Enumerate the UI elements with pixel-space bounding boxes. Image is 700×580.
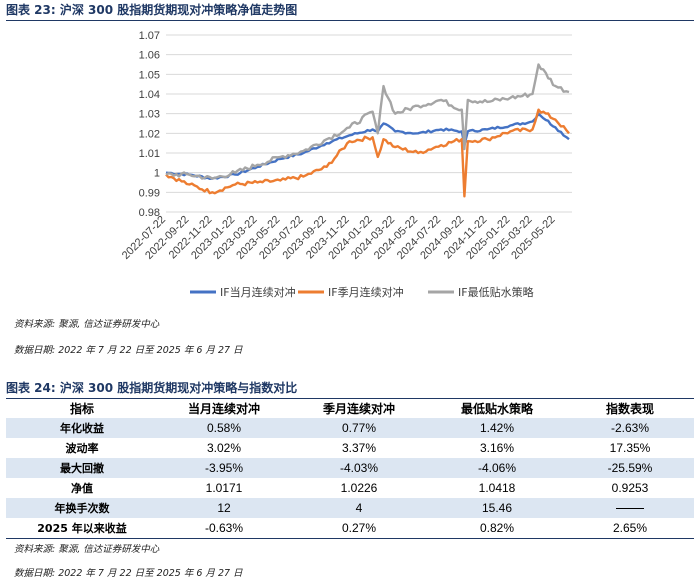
y-tick-label: 1.04: [139, 89, 160, 101]
dash-line: [616, 508, 644, 510]
table-cell: 1.0171: [205, 481, 243, 495]
figure-24-title: 图表 24: 沪深 300 股指期货期现对冲策略与指数对比: [6, 378, 694, 399]
row-label: 波动率: [65, 442, 99, 455]
figure-24-date-range: 数据日期: 2022 年 7 月 22 日至 2025 年 6 月 27 日: [14, 568, 243, 579]
table-row: 2025 年以来收益 -0.63% 0.27% 0.82% 2.65%: [6, 518, 694, 539]
table-cell: 15.46: [428, 498, 566, 518]
chart-series-lines: [165, 63, 570, 198]
table-cell: -25.59%: [566, 458, 694, 478]
series-line: [165, 108, 570, 198]
y-tick-label: 1.01: [139, 148, 160, 160]
y-tick-label: 1.06: [139, 50, 160, 62]
table-cell: 0.27%: [290, 518, 428, 539]
table-cell: -4.06%: [428, 458, 566, 478]
row-label: 净值: [71, 482, 93, 495]
table-cell: 3.02%: [206, 441, 242, 455]
table-cell: 3.37%: [341, 441, 377, 455]
figure-23-source: 资料来源: 聚源, 信达证券研发中心: [14, 319, 160, 330]
y-tick-label: 1: [154, 168, 160, 180]
x-axis-tick-labels: 2022-07-222022-09-222022-11-222023-01-22…: [120, 214, 558, 262]
table-row: 最大回撤 -3.95% -4.03% -4.06% -25.59%: [6, 458, 694, 478]
y-axis-tick-labels: 0.98 0.99 1 1.01 1.02 1.03 1.04 1.05 1.06 1.07: [139, 30, 160, 219]
table-cell: 0.58%: [158, 418, 290, 438]
table-row: 波动率 3.02% 3.37% 3.16% 17.35%: [6, 438, 694, 458]
table-header-row: 指标 当月连续对冲 季月连续对冲 最低贴水策略 指数表现: [6, 398, 694, 418]
y-tick-label: 1.02: [139, 128, 160, 140]
y-tick-label: 1.05: [139, 69, 160, 81]
legend-label: IF季月连续对冲: [328, 285, 404, 299]
legend-label: IF最低贴水策略: [458, 285, 534, 299]
y-tick-label: 1.03: [139, 109, 160, 121]
table-cell: -2.63%: [566, 418, 694, 438]
table-row: 净值 1.0171 1.0226 1.0418 0.9253: [6, 478, 694, 498]
table-cell: 1.0226: [340, 481, 378, 495]
table-cell: -0.63%: [158, 518, 290, 539]
figure-24-source: 资料来源: 聚源, 信达证券研发中心: [14, 544, 160, 555]
series-line: [165, 112, 570, 181]
legend-label: IF当月连续对冲: [220, 285, 296, 299]
row-label: 年换手次数: [6, 498, 158, 518]
table-cell-dash: [566, 498, 694, 518]
figure-23-title: 图表 23: 沪深 300 股指期货期现对冲策略净值走势图: [6, 0, 694, 21]
table-cell: 2.65%: [566, 518, 694, 539]
table-cell: 3.16%: [479, 441, 515, 455]
chart-gridlines: [166, 34, 572, 213]
y-tick-label: 0.98: [139, 207, 160, 219]
header-quarterly-hedge: 季月连续对冲: [322, 401, 395, 416]
row-label: 最大回撤: [6, 458, 158, 478]
row-label: 年化收益: [6, 418, 158, 438]
header-index: 指数表现: [605, 401, 654, 416]
row-label: 2025 年以来收益: [6, 518, 158, 539]
table-cell: 4: [290, 498, 428, 518]
table-cell: 0.77%: [290, 418, 428, 438]
series-line: [165, 63, 570, 180]
table-cell: 1.42%: [428, 418, 566, 438]
table-cell: 0.82%: [428, 518, 566, 539]
table-cell: 1.0418: [478, 481, 516, 495]
figure-23-date-range: 数据日期: 2022 年 7 月 22 日至 2025 年 6 月 27 日: [14, 345, 243, 356]
table-cell: -4.03%: [290, 458, 428, 478]
table-row: 年化收益 0.58% 0.77% 1.42% -2.63%: [6, 418, 694, 438]
y-tick-label: 1.07: [139, 30, 160, 42]
header-min-discount: 最低贴水策略: [460, 401, 533, 416]
table-cell: 12: [158, 498, 290, 518]
table-cell: -3.95%: [158, 458, 290, 478]
comparison-table: 指标 当月连续对冲 季月连续对冲 最低贴水策略 指数表现 年化收益 0.58% …: [6, 398, 694, 539]
header-monthly-hedge: 当月连续对冲: [187, 401, 260, 416]
table-cell: 17.35%: [609, 441, 651, 455]
table-cell: 0.9253: [611, 481, 649, 495]
table-row: 年换手次数 12 4 15.46: [6, 498, 694, 518]
header-indicator: 指标: [69, 401, 94, 416]
chart-legend: IF当月连续对冲 IF季月连续对冲 IF最低贴水策略: [190, 285, 534, 299]
net-value-line-chart: 0.98 0.99 1 1.01 1.02 1.03 1.04 1.05 1.06 1.07 20…: [120, 30, 572, 299]
y-tick-label: 0.99: [139, 187, 160, 199]
